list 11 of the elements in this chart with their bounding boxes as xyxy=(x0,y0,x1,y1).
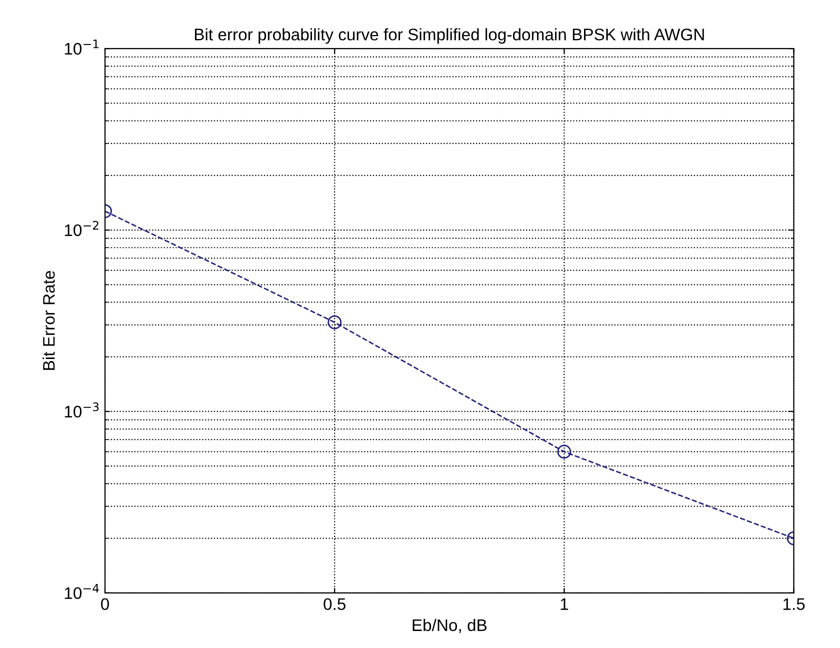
y-tick-label: 10$^{−4}$ xyxy=(64,584,99,600)
y-tick-label: 10$^{−3}$ xyxy=(64,402,99,418)
x-tick-label: 1 xyxy=(560,598,568,610)
chart-title: Bit error probability curve for Simplified log-domain BPSK with AWGN xyxy=(194,28,704,44)
x-axis-title: Eb/No, dB xyxy=(412,618,487,634)
y-tick-label: 10$^{−2}$ xyxy=(64,220,98,236)
y-axis-title: Bit Error Rate xyxy=(42,271,55,370)
x-tick-label: 0 xyxy=(101,598,109,610)
x-tick-label: 1.5 xyxy=(783,598,805,610)
y-tick-label: 10$^{−1}$ xyxy=(64,40,98,55)
x-tick-label: 0.5 xyxy=(324,598,346,610)
